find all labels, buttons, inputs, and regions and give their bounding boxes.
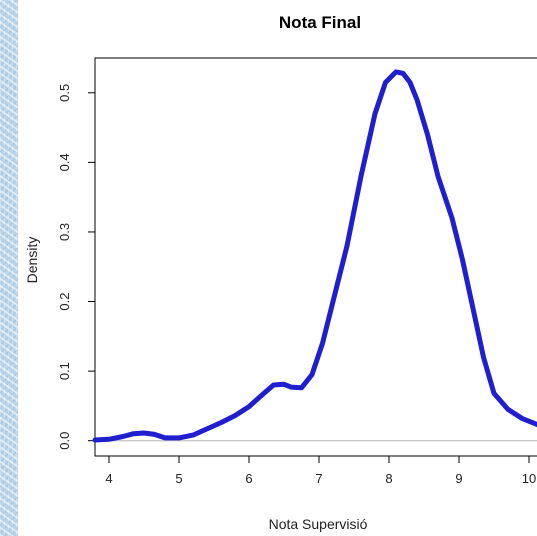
- y-tick-label: 0.5: [57, 84, 72, 102]
- x-tick-label: 4: [105, 471, 112, 486]
- y-tick-label: 0.2: [57, 292, 72, 310]
- x-tick-label: 5: [175, 471, 182, 486]
- x-axis: 4 5 6 7 8 9 10: [105, 456, 536, 486]
- chart-title: Nota Final: [279, 13, 361, 32]
- x-axis-label: Nota Supervisió: [269, 516, 368, 532]
- decorative-side-strip: [0, 0, 18, 536]
- y-axis: 0.0 0.1 0.2 0.3 0.4 0.5: [57, 84, 95, 450]
- y-axis-label: Density: [24, 237, 40, 284]
- y-tick-label: 0.3: [57, 223, 72, 241]
- x-tick-label: 10: [522, 471, 536, 486]
- x-tick-label: 7: [315, 471, 322, 486]
- y-tick-label: 0.1: [57, 362, 72, 380]
- x-tick-label: 8: [385, 471, 392, 486]
- x-tick-label: 9: [455, 471, 462, 486]
- y-tick-label: 0.4: [57, 153, 72, 171]
- x-tick-label: 6: [245, 471, 252, 486]
- plot-frame: [94, 57, 537, 457]
- y-tick-label: 0.0: [57, 432, 72, 450]
- plot-area: [92, 69, 537, 443]
- density-curve: [92, 69, 537, 443]
